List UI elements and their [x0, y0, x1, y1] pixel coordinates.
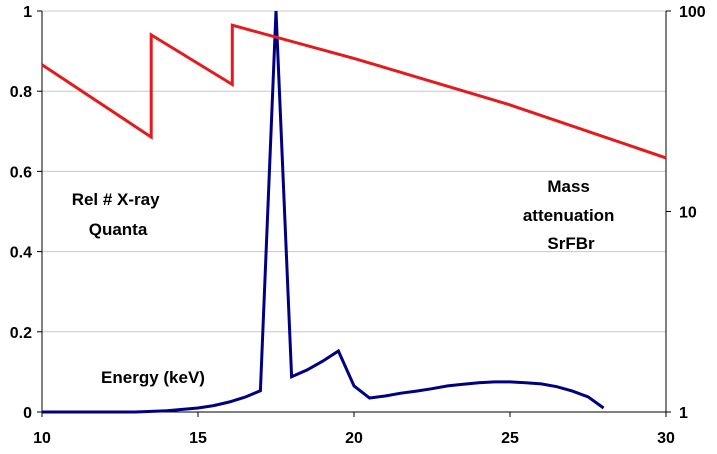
right-annotation: Mass attenuation SrFBr [523, 177, 619, 253]
x-tick-label: 10 [33, 430, 51, 447]
y-right-tick-label: 100 [679, 4, 706, 21]
x-tick-label: 30 [657, 430, 675, 447]
x-tick-label: 20 [345, 430, 363, 447]
y-right-tick-label: 10 [679, 205, 697, 222]
tick-labels: 0 0.2 0.4 0.6 0.8 1 1 10 100 10 15 20 25 30 [10, 4, 706, 447]
y-left-tick-label: 0.8 [10, 84, 32, 101]
x-tick-label: 25 [501, 430, 519, 447]
y-left-tick-label: 0.2 [10, 325, 32, 342]
y-left-tick-label: 1 [23, 4, 32, 21]
xray-quanta-series-line [42, 10, 605, 414]
attenuation-series-line [41, 23, 667, 160]
y-right-tick-label: 1 [679, 405, 688, 422]
y-left-tick-label: 0.4 [10, 245, 32, 262]
y-left-tick-label: 0.6 [10, 164, 32, 181]
series [41, 10, 667, 414]
y-left-tick-label: 0 [23, 405, 32, 422]
left-annotation: Rel # X-ray Quanta [72, 190, 165, 239]
x-tick-label: 15 [189, 430, 207, 447]
x-annotation: Energy (keV) [101, 368, 205, 387]
gridlines [42, 10, 666, 333]
